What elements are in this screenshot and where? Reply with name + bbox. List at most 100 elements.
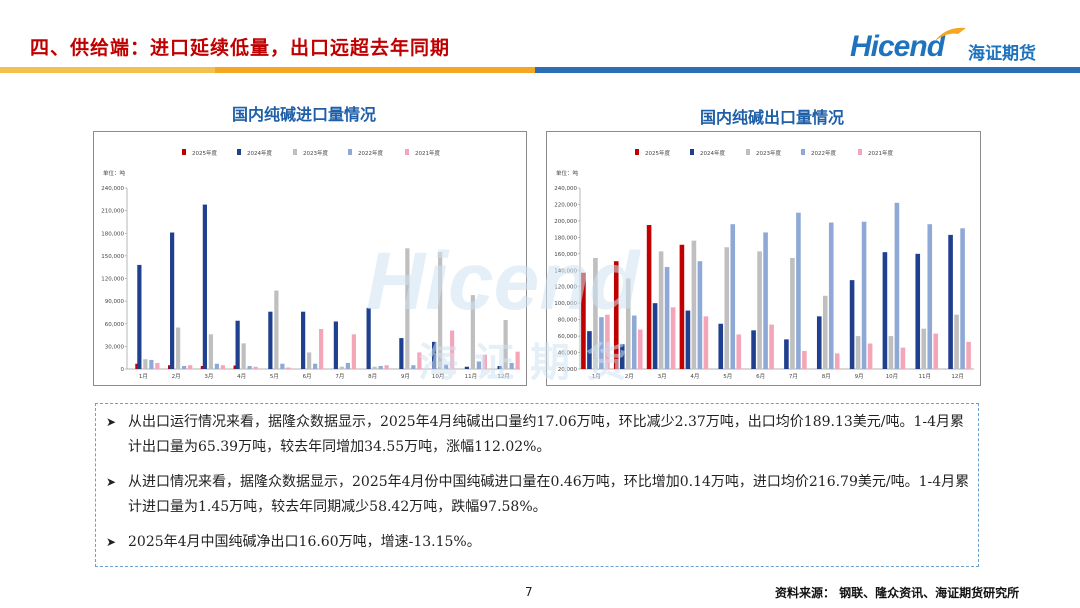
x-tick-label: 10月 <box>432 373 445 380</box>
bar <box>170 232 175 369</box>
legend-swatch <box>801 149 805 155</box>
y-tick-label: 220,000 <box>554 202 577 208</box>
legend-label: 2022年度 <box>811 149 836 157</box>
legend-label: 2021年度 <box>868 149 893 157</box>
bar <box>900 347 906 369</box>
bar <box>948 234 953 369</box>
legend-label: 2022年度 <box>358 149 383 157</box>
source-citation: 资料来源： 钢联、隆众资讯、海证期货研究所 <box>775 586 1020 600</box>
unit-label: 单位：吨 <box>556 169 579 177</box>
legend-label: 2025年度 <box>645 149 670 157</box>
x-tick-label: 6月 <box>756 373 765 380</box>
bar <box>697 261 703 369</box>
x-tick-label: 6月 <box>303 373 312 380</box>
bar <box>822 295 828 369</box>
bar <box>155 362 160 369</box>
x-tick-label: 10月 <box>886 373 899 380</box>
y-tick-label: 140,000 <box>554 268 577 274</box>
bar <box>464 366 469 369</box>
legend-label: 2023年度 <box>303 149 328 157</box>
bar <box>214 363 219 369</box>
bar <box>867 343 873 369</box>
import-chart-title: 国内纯碱进口量情况 <box>232 105 377 124</box>
bar <box>664 266 670 369</box>
legend-swatch <box>405 149 409 155</box>
legend-label: 2025年度 <box>192 149 217 157</box>
logo-swoosh-icon <box>934 27 966 42</box>
legend-label: 2023年度 <box>756 149 781 157</box>
x-tick-label: 3月 <box>204 373 213 380</box>
bar <box>691 240 697 369</box>
bar <box>208 334 213 369</box>
x-tick-label: 2月 <box>172 373 181 380</box>
bar <box>757 251 762 369</box>
bar <box>933 333 939 369</box>
x-tick-label: 7月 <box>335 373 344 380</box>
bar <box>587 331 592 369</box>
bar <box>182 365 187 369</box>
page-title: 四、供给端：进口延续低量，出口远超去年同期 <box>30 37 451 59</box>
y-tick-label: 120,000 <box>554 285 577 291</box>
bar <box>405 248 410 369</box>
bar <box>286 367 291 369</box>
bar <box>253 366 258 369</box>
legend-swatch <box>746 149 750 155</box>
legend-label: 2021年度 <box>415 149 440 157</box>
x-tick-label: 11月 <box>465 373 478 380</box>
x-tick-label: 2月 <box>625 373 634 380</box>
bar <box>509 362 514 369</box>
bar <box>921 328 927 369</box>
export-chart: 2025年度 2024年度 2023年度 2022年度 2021年度 单位：吨 20,000… <box>546 131 981 386</box>
y-tick-label: 100,000 <box>554 301 577 307</box>
bar <box>736 334 742 369</box>
bar <box>593 257 598 369</box>
x-tick-label: 4月 <box>237 373 246 380</box>
bar <box>670 307 676 369</box>
bar <box>960 228 965 369</box>
bar <box>658 251 664 369</box>
bar <box>828 222 834 369</box>
bar <box>679 244 685 369</box>
y-tick-label: 0 <box>121 367 125 373</box>
note-text: 2025年4月中国纯碱净出口16.60万吨，增速-13.15%。 <box>128 534 481 550</box>
bar <box>954 314 959 369</box>
bar <box>345 362 350 369</box>
legend-swatch <box>690 149 694 155</box>
header-divider-strip <box>0 67 1080 73</box>
bar <box>724 247 730 369</box>
y-tick-label: 60,000 <box>105 322 125 328</box>
bullet-arrow-icon: ➤ <box>106 475 117 489</box>
bar <box>646 225 652 369</box>
legend-swatch <box>348 149 352 155</box>
x-tick-label: 5月 <box>270 373 279 380</box>
y-tick-label: 80,000 <box>558 318 578 324</box>
bar <box>784 339 789 369</box>
bar <box>515 351 520 369</box>
bar <box>188 365 193 369</box>
bar <box>482 354 487 369</box>
legend-label: 2024年度 <box>247 149 272 157</box>
legend-swatch <box>237 149 241 155</box>
bar <box>220 365 225 369</box>
y-tick-label: 210,000 <box>101 209 124 215</box>
bar <box>834 353 840 369</box>
bar <box>613 261 619 369</box>
bar <box>202 204 207 369</box>
legend-swatch <box>293 149 297 155</box>
bar <box>470 295 475 369</box>
bar <box>503 319 508 369</box>
x-tick-label: 7月 <box>789 373 798 380</box>
x-tick-label: 1月 <box>592 373 601 380</box>
bullet-arrow-icon: ➤ <box>106 535 117 549</box>
company-logo: Hicend 海证期货 <box>850 24 1060 66</box>
bar <box>339 366 344 369</box>
x-tick-label: 9月 <box>401 373 410 380</box>
x-tick-label: 8月 <box>368 373 377 380</box>
y-tick-label: 200,000 <box>554 219 577 225</box>
x-tick-label: 5月 <box>723 373 732 380</box>
bar <box>417 352 422 369</box>
bar <box>769 324 774 369</box>
y-tick-label: 160,000 <box>554 252 577 258</box>
bar <box>247 365 252 369</box>
